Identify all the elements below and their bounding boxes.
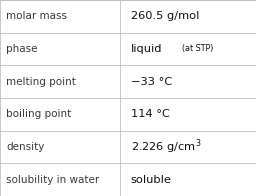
Text: 114 °C: 114 °C — [131, 109, 169, 119]
Text: (at STP): (at STP) — [182, 44, 213, 54]
Text: 2.226 g/cm$^3$: 2.226 g/cm$^3$ — [131, 138, 201, 156]
Text: phase: phase — [6, 44, 38, 54]
Text: boiling point: boiling point — [6, 109, 72, 119]
Text: liquid: liquid — [131, 44, 162, 54]
Text: soluble: soluble — [131, 175, 172, 185]
Text: 260.5 g/mol: 260.5 g/mol — [131, 11, 199, 21]
Text: −33 °C: −33 °C — [131, 77, 172, 87]
Text: melting point: melting point — [6, 77, 76, 87]
Text: solubility in water: solubility in water — [6, 175, 100, 185]
Text: density: density — [6, 142, 45, 152]
Text: molar mass: molar mass — [6, 11, 67, 21]
